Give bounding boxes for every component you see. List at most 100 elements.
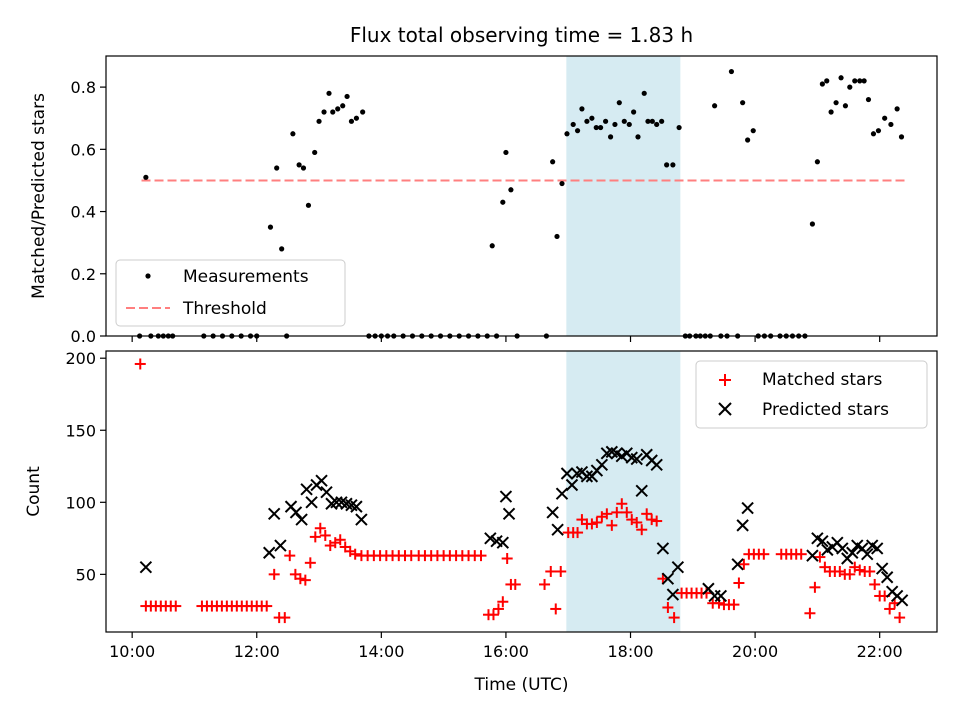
measurement-point: [641, 90, 647, 96]
predicted-star-point: [300, 483, 313, 496]
measurement-point: [503, 149, 509, 156]
predicted-star-point: [263, 546, 276, 559]
ratio-legend: Measurements Threshold: [115, 259, 346, 327]
predicted-star-point: [816, 535, 829, 548]
matched-star-point: [545, 565, 557, 577]
measurement-point: [340, 103, 346, 109]
matched-star-point: [864, 565, 876, 577]
matched-star-point: [894, 612, 906, 624]
matched-star-point: [555, 565, 567, 577]
predicted-star-point: [320, 486, 333, 499]
matched-star-point: [651, 515, 663, 527]
matched-star-point: [758, 548, 770, 560]
predicted-star-point: [484, 532, 497, 545]
matched-star-point: [636, 524, 648, 536]
measurement-point: [579, 106, 585, 112]
matched-star-point: [611, 506, 623, 518]
matched-star-point: [299, 574, 311, 586]
measurement-point: [828, 109, 834, 115]
measurement-point: [857, 78, 863, 84]
legend-threshold-label: Threshold: [182, 299, 267, 319]
predicted-star-point: [671, 560, 685, 574]
predicted-star-point: [565, 478, 579, 492]
matched-star-point: [550, 603, 562, 615]
predicted-star-point: [736, 519, 749, 532]
measurement-point: [612, 121, 618, 128]
measurement-point: [344, 93, 350, 100]
y-tick-label: 150: [65, 421, 96, 440]
measurement-point: [824, 78, 830, 84]
measurement-point: [296, 162, 302, 168]
measurement-point: [300, 165, 307, 171]
x-tick-label: 12:00: [234, 642, 280, 661]
measurement-point: [335, 106, 341, 112]
count-y-ticks: 50 100 150 200: [65, 349, 106, 584]
predicted-star-point: [267, 507, 281, 521]
measurement-point: [593, 124, 599, 131]
predicted-star-point: [846, 546, 859, 559]
predicted-star-point: [355, 513, 368, 526]
matched-star-point: [616, 498, 628, 510]
legend-predicted-marker: [718, 402, 732, 416]
predicted-star-point: [560, 467, 574, 480]
matched-star-point: [854, 564, 866, 576]
matched-star-point: [475, 550, 487, 562]
measurement-point: [865, 96, 872, 103]
matched-star-point: [294, 573, 306, 585]
measurement-point: [809, 221, 816, 227]
measurement-point: [602, 118, 609, 124]
predicted-star-point: [555, 487, 569, 500]
measurement-point: [649, 118, 655, 124]
matched-star-point: [319, 529, 331, 541]
measurement-point: [574, 128, 581, 134]
measurement-point: [589, 115, 595, 121]
measurement-point: [750, 128, 756, 134]
matched-star-point: [572, 527, 584, 539]
predicted-star-point: [499, 490, 513, 503]
measurement-point: [894, 106, 900, 112]
observing-window-shade: [566, 56, 681, 336]
predicted-star-point: [330, 496, 343, 509]
predicted-star-point: [666, 588, 680, 601]
matched-star-point: [334, 534, 346, 546]
measurement-point: [842, 103, 849, 109]
measurement-point: [312, 149, 318, 156]
y-tick-label: 200: [65, 349, 96, 368]
measurement-point: [550, 159, 556, 165]
predicted-star-point: [139, 560, 153, 574]
matched-star-point: [646, 514, 658, 526]
predicted-star-point: [305, 496, 318, 509]
measurement-point: [847, 84, 853, 90]
matched-star-point: [809, 581, 821, 593]
predicted-star-point: [274, 539, 287, 552]
measurement-point: [861, 78, 867, 84]
legend-measurements-label: Measurements: [183, 267, 309, 287]
measurement-point: [508, 187, 514, 193]
predicted-star-point: [731, 558, 744, 571]
predicted-star-point: [496, 536, 510, 549]
count-legend: Matched stars Predicted stars: [695, 360, 928, 429]
ratio-axes-frame: [105, 55, 938, 337]
legend-matched-marker: [719, 374, 731, 386]
measurement-point: [616, 100, 622, 106]
measurement-point: [838, 75, 844, 81]
matched-star-point: [487, 609, 499, 621]
measurement-point: [353, 115, 360, 121]
measurement-point: [654, 121, 660, 128]
measurement-point: [621, 118, 627, 124]
measurement-point: [664, 162, 670, 168]
predicted-star-point: [546, 506, 559, 519]
x-tick-label: 20:00: [732, 642, 778, 661]
ratio-y-ticks: 0.0 0.2 0.4 0.6 0.8: [71, 78, 106, 346]
legend-predicted-label: Predicted stars: [762, 400, 889, 420]
x-tick-label: 22:00: [857, 642, 903, 661]
predicted-star-point: [630, 452, 643, 466]
predicted-star-point: [714, 589, 728, 603]
measurement-points: [137, 68, 905, 339]
predicted-star-point: [875, 562, 889, 575]
matched-star-point: [170, 600, 182, 612]
measurement-point: [712, 103, 718, 109]
matched-star-point: [795, 548, 807, 560]
count-panel: 50 100 150 200 10:00 12:00 14:00 16:00 18:00 20:…: [24, 349, 938, 695]
